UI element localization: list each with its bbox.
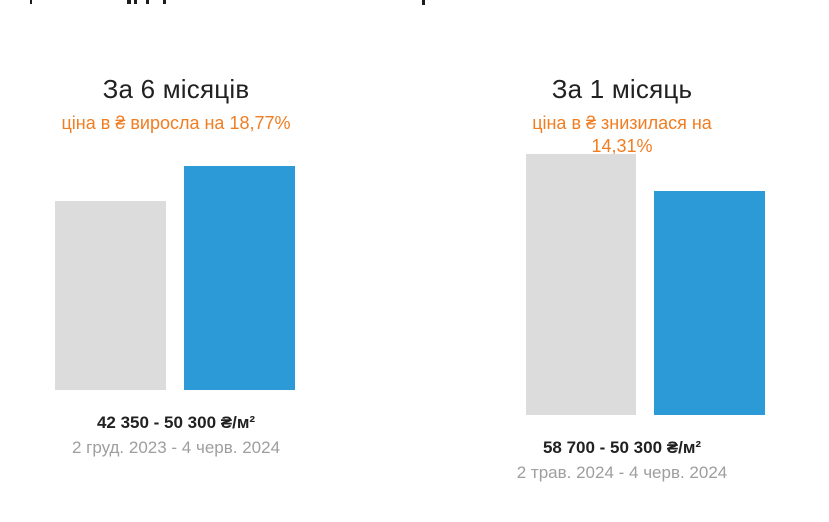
cropped-letter-descender — [146, 0, 149, 4]
bar-previous-price — [526, 154, 636, 415]
price-change-subtitle: ціна в ₴ виросла на 18,77% — [0, 112, 352, 135]
price-change-subtitle-line: 14,31% — [591, 136, 653, 156]
cropped-letter-descender — [163, 0, 166, 4]
price-change-subtitle: ціна в ₴ знизилася на 14,31% — [415, 112, 829, 158]
date-range-label: 2 груд. 2023 - 4 черв. 2024 — [71, 438, 281, 457]
chart-title: За 1 місяць — [551, 74, 693, 104]
bar-current-price — [654, 191, 765, 415]
price-range-label: 42 350 - 50 300 ₴/м² — [96, 413, 256, 432]
cropped-letter-descender — [134, 0, 137, 4]
price-change-subtitle-line: ціна в ₴ виросла на 18,77% — [61, 113, 291, 133]
price-change-subtitle-line: ціна в ₴ знизилася на — [532, 113, 712, 133]
cropped-letter-descender — [127, 0, 131, 4]
bar-plot — [0, 70, 352, 522]
price-range-label: 58 700 - 50 300 ₴/м² — [542, 438, 702, 457]
chart-title: За 6 місяців — [102, 74, 250, 104]
bar-previous-price — [55, 201, 166, 390]
bar-plot — [415, 70, 829, 522]
cropped-letter-descender — [30, 0, 32, 4]
date-range-label: 2 трав. 2024 - 4 черв. 2024 — [516, 463, 728, 482]
chart-panel-1-month: За 1 місяць ціна в ₴ знизилася на 14,31%… — [415, 70, 829, 522]
chart-panel-6-months: За 6 місяців ціна в ₴ виросла на 18,77% … — [0, 70, 352, 522]
bar-current-price — [184, 166, 295, 390]
cropped-letter-descender — [422, 0, 425, 5]
